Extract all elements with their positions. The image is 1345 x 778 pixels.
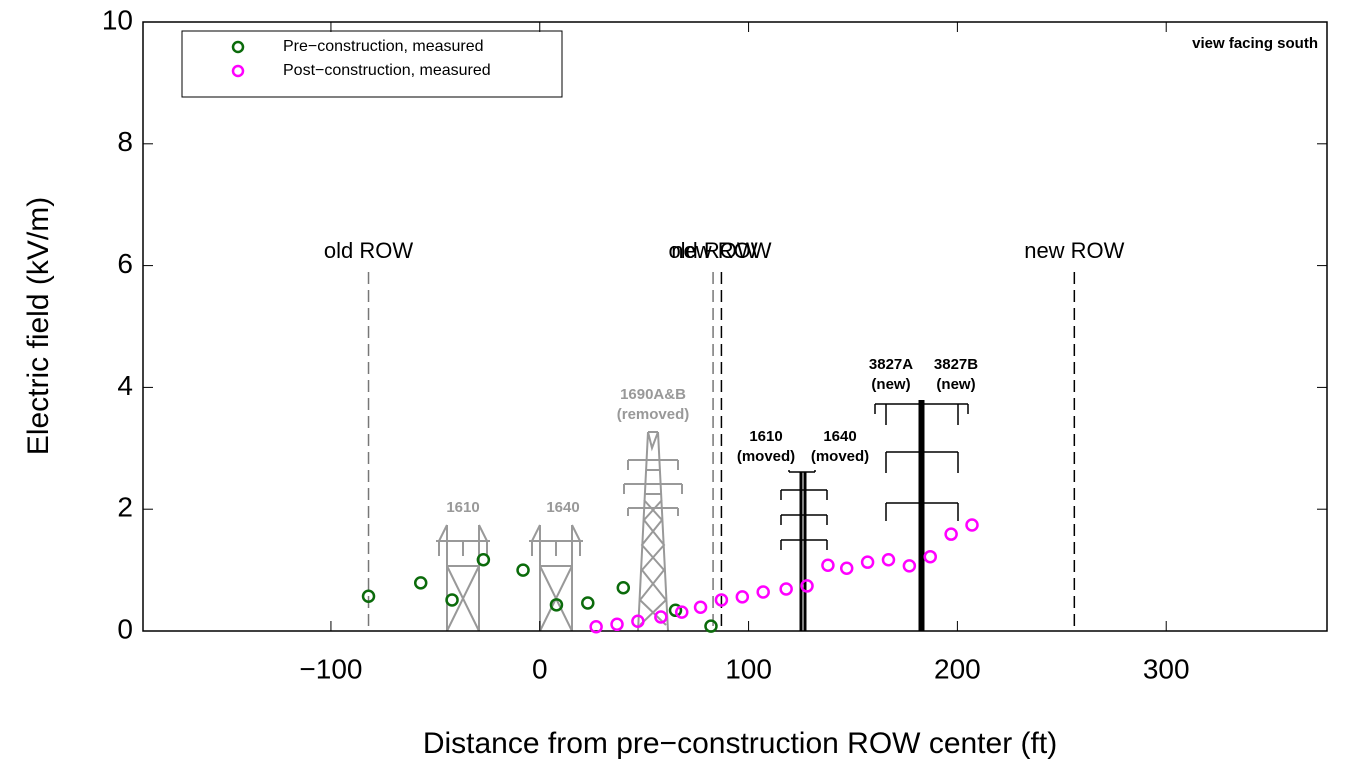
annotation: (new) <box>936 376 975 393</box>
data-point <box>445 593 459 607</box>
data-point <box>516 563 530 577</box>
y-tick-label: 2 <box>117 492 133 523</box>
data-point <box>735 590 750 604</box>
row-label: old ROW <box>324 238 413 263</box>
row-label: new ROW <box>671 238 771 263</box>
y-tick-label: 8 <box>117 126 133 157</box>
legend-label: Pre−construction, measured <box>283 38 484 55</box>
data-point <box>902 559 917 573</box>
y-tick-label: 6 <box>117 248 133 279</box>
annotation: 1610 <box>446 499 479 516</box>
data-point <box>616 581 631 595</box>
data-point <box>631 614 645 629</box>
data-point <box>361 589 376 604</box>
data-point <box>756 585 770 599</box>
data-point <box>654 610 668 624</box>
data-point <box>821 558 835 572</box>
data-point <box>881 552 896 567</box>
x-tick-label: 300 <box>1143 653 1190 684</box>
data-point <box>714 593 729 607</box>
data-point <box>668 603 683 618</box>
towers <box>436 400 969 632</box>
data-point <box>965 518 979 532</box>
data-point <box>549 598 564 612</box>
annotation: 1640 <box>823 428 856 445</box>
legend-marker <box>231 64 245 78</box>
data-point <box>610 617 624 632</box>
annotation: 3827A <box>869 356 913 373</box>
annotation: (moved) <box>811 448 869 465</box>
annotation: 1690A&B <box>620 386 686 403</box>
data-point <box>860 555 875 569</box>
annotation: view facing south <box>1192 35 1318 52</box>
data-point <box>675 605 689 619</box>
annotation: (new) <box>871 376 910 393</box>
annotation: 3827B <box>934 356 978 373</box>
y-tick-label: 10 <box>102 4 133 35</box>
x-tick-label: 100 <box>725 653 772 684</box>
y-tick-label: 0 <box>117 613 133 644</box>
data-point <box>944 527 958 541</box>
annotation: 1610 <box>749 428 782 445</box>
data-point <box>779 582 793 596</box>
data-point <box>476 552 491 567</box>
x-tick-label: 200 <box>934 653 981 684</box>
x-axis-label: Distance from pre−construction ROW cente… <box>423 727 1057 760</box>
data-point <box>839 561 854 576</box>
row-label: new ROW <box>1024 238 1124 263</box>
annotation: 1640 <box>546 499 579 516</box>
data-point <box>413 576 428 590</box>
annotation: (removed) <box>617 406 690 423</box>
data-point <box>704 619 718 633</box>
data-point <box>693 600 708 614</box>
data-point <box>800 579 814 593</box>
legend-marker <box>231 40 245 54</box>
row-label: old ROW <box>668 238 757 263</box>
data-point <box>589 619 603 634</box>
data-point <box>581 596 595 610</box>
y-axis-label: Electric field (kV/m) <box>22 197 55 455</box>
x-tick-label: −100 <box>299 653 362 684</box>
y-tick-label: 4 <box>117 370 133 401</box>
annotation: (moved) <box>737 448 795 465</box>
plot-frame <box>142 21 1328 632</box>
legend-label: Post−construction, measured <box>283 62 491 79</box>
x-tick-label: 0 <box>532 653 548 684</box>
legend-box <box>181 30 563 98</box>
data-point <box>923 549 937 564</box>
